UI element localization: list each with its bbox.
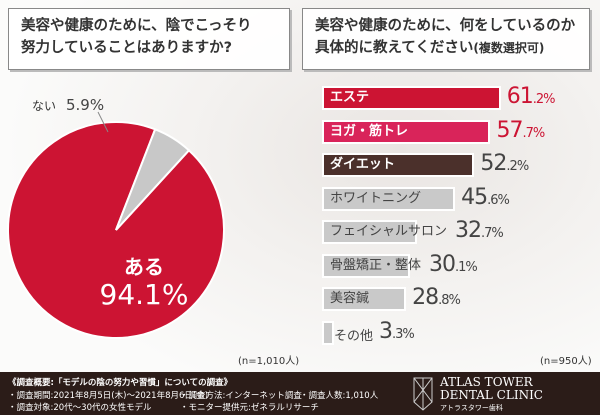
bar-value: 28.8%: [412, 285, 461, 310]
pie-value-aru: 94.1%: [100, 278, 189, 311]
survey-method: ・調査方法:インターネット調査: [180, 391, 302, 401]
bar-label: その他: [334, 328, 374, 344]
bar-value: 61.2%: [506, 84, 556, 109]
survey-period: ・調査期間:2021年8月5日(木)〜2021年8月6日(金): [8, 391, 209, 401]
survey-provider: ・モニター提供元:ゼネラルリサーチ: [180, 403, 319, 413]
question-line: 美容や健康のために、陰でこっそり: [21, 18, 252, 34]
bar: ダイエット: [322, 153, 475, 177]
survey-title: 《調査概要:「モデルの陰の努力や習慣」についての調査》: [8, 378, 233, 388]
bar-value: 32.7%: [455, 218, 504, 243]
clinic-logo-icon: [413, 377, 433, 411]
logo-text: アトラスタワー歯科: [440, 404, 503, 412]
pie-value-nai: 5.9%: [66, 96, 104, 114]
pie-slice-nai: [115, 128, 191, 231]
question-line: 具体的に教えてください: [315, 40, 474, 56]
bar-value: 45.6%: [461, 184, 510, 210]
bar-value: 3.3%: [379, 318, 415, 344]
pie-label-aru: ある: [124, 255, 164, 279]
logo-text: DENTAL CLINIC: [440, 388, 543, 402]
leader-line: [97, 111, 109, 133]
bar-value: 30.1%: [429, 251, 478, 277]
bar-value: 57.7%: [496, 117, 545, 143]
multi-select-note: (複数選択可): [473, 41, 545, 55]
logo-text: ATLAS TOWER: [440, 375, 533, 389]
left-sample-size: (n=1,010人): [238, 356, 300, 367]
bar: フェイシャルサロン: [322, 220, 447, 244]
footer: 《調査概要:「モデルの陰の努力や習慣」についての調査》 ・調査期間:2021年8…: [0, 372, 600, 415]
pie-slice-aru: [7, 121, 225, 339]
survey-count: ・調査人数:1,010人: [300, 391, 379, 401]
bar: ヨガ・筋トレ: [322, 119, 491, 144]
bar: [322, 320, 334, 345]
left-question: 美容や健康のために、陰でこっそり 努力していることはありますか?: [8, 8, 290, 70]
bar: 美容鍼: [322, 287, 407, 311]
bar: ホワイトニング: [322, 186, 456, 211]
bar: 骨盤矯正・整体: [322, 253, 421, 278]
right-sample-size: (n=950人): [540, 356, 592, 367]
pie-label-nai: ない: [32, 99, 56, 113]
bar-value: 52.2%: [480, 151, 529, 176]
question-line: 美容や健康のために、何をしているのか: [315, 18, 576, 34]
survey-target: ・調査対象:20代〜30代の女性モデル: [8, 403, 152, 413]
bar: エステ: [322, 86, 501, 110]
question-line: 努力していることはありますか?: [21, 40, 232, 56]
right-question: 美容や健康のために、何をしているのか 具体的に教えてください(複数選択可): [302, 8, 590, 70]
